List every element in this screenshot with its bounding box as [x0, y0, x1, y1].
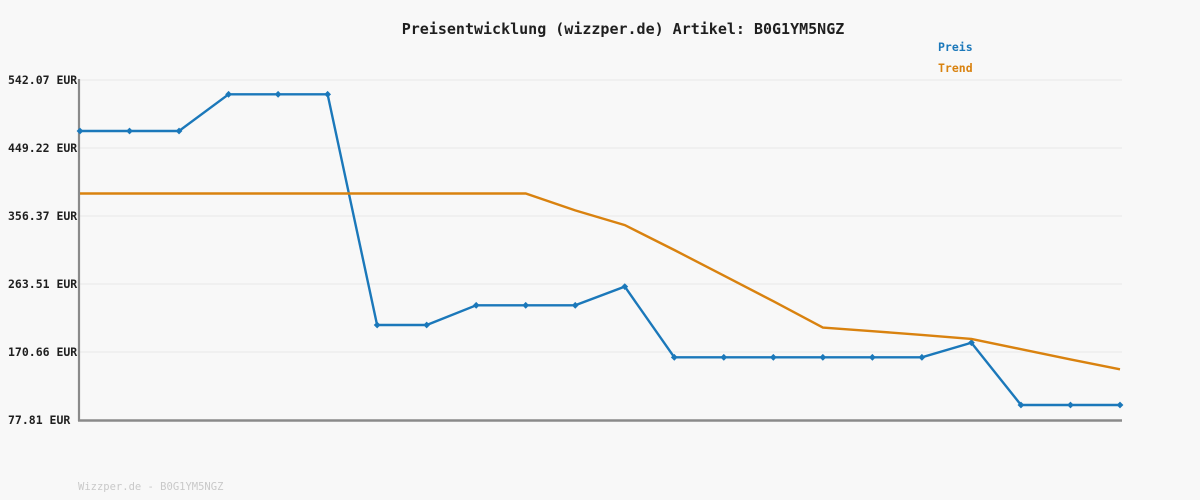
y-axis-label: 77.81 EUR: [8, 413, 71, 427]
price-point-marker: [769, 353, 777, 361]
legend-item-trend: Trend: [938, 61, 973, 75]
y-axis-label: 449.22 EUR: [8, 140, 78, 155]
price-point-marker: [720, 353, 728, 361]
price-point-marker: [274, 90, 282, 98]
price-point-marker: [670, 353, 678, 361]
price-line: [80, 93, 1120, 407]
price-point-marker: [1067, 401, 1074, 409]
y-axis-label: 356.37 EUR: [8, 208, 78, 223]
watermark: Wizzper.de - B0G1YM5NGZ: [78, 481, 224, 493]
y-axis-label: 542.07 EUR: [8, 73, 78, 87]
price-point-marker: [868, 353, 876, 361]
price-point-marker: [571, 301, 579, 309]
trend-line: [80, 192, 1121, 371]
price-point-marker: [522, 301, 530, 309]
y-axis-label: 170.66 EUR: [8, 345, 78, 359]
price-point-marker: [423, 321, 431, 329]
price-point-marker: [968, 339, 975, 347]
price-point-marker: [175, 127, 183, 135]
price-point-marker: [225, 90, 232, 98]
price-point-marker: [918, 353, 926, 361]
price-point-marker: [819, 353, 827, 361]
price-point-marker: [324, 90, 332, 98]
legend-item-preis: Preis: [938, 40, 973, 54]
price-point-marker: [1017, 401, 1025, 409]
price-point-marker: [472, 301, 480, 309]
y-axis-label: 263.51 EUR: [8, 277, 78, 291]
price-point-marker: [76, 127, 84, 135]
price-point-marker: [1116, 401, 1124, 409]
chart-title: Preisentwicklung (wizzper.de) Artikel: B…: [401, 20, 845, 38]
price-point-marker: [621, 283, 629, 291]
price-point-marker: [373, 321, 381, 329]
price-point-marker: [126, 127, 133, 135]
